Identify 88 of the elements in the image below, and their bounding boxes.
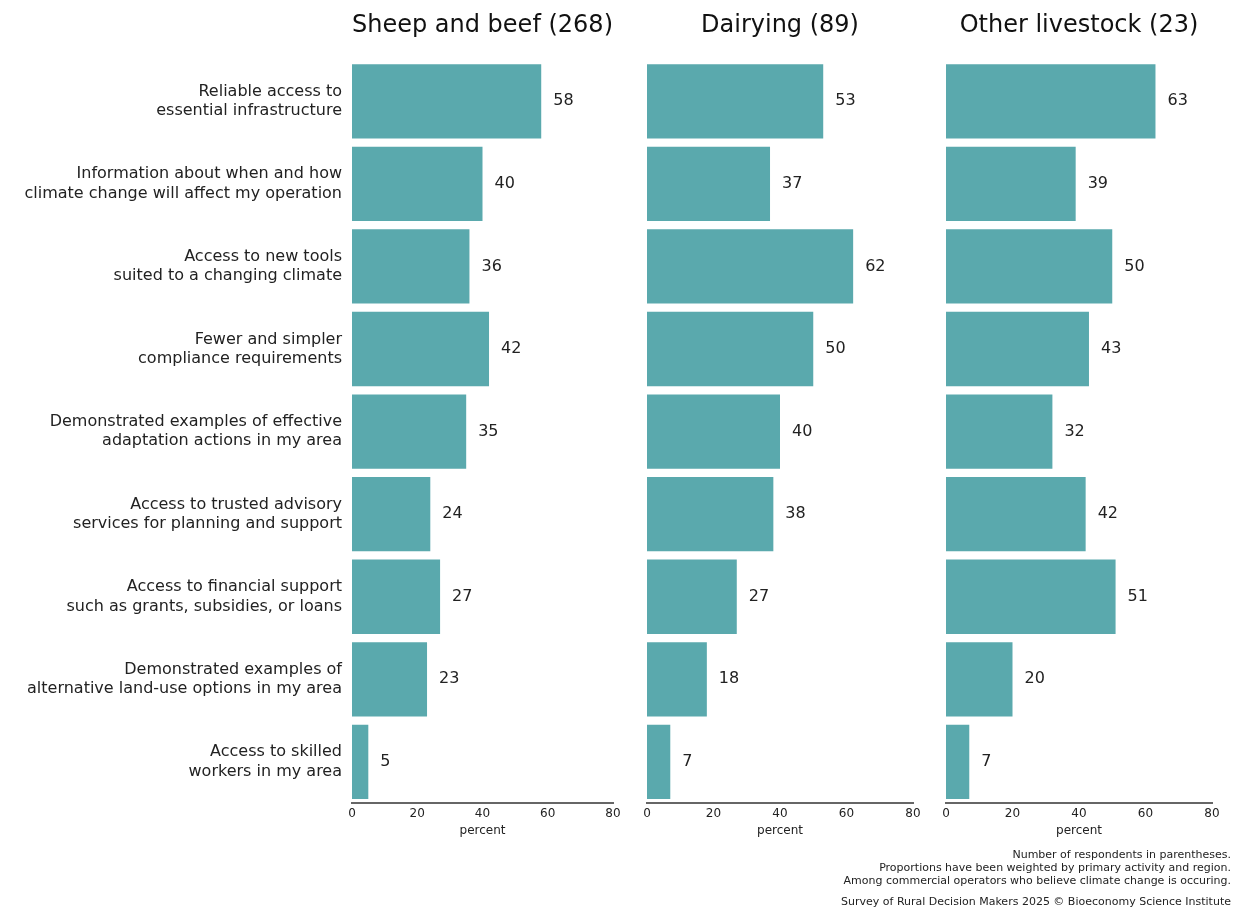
y-tick-label: Information about when and how climate change will affect my operation bbox=[24, 163, 342, 202]
x-axis-title: percent bbox=[459, 822, 506, 837]
bar bbox=[946, 724, 970, 800]
bar bbox=[946, 642, 1013, 717]
bar bbox=[647, 394, 780, 469]
bar bbox=[352, 311, 490, 387]
data-label: 43 bbox=[1100, 338, 1122, 358]
bar bbox=[352, 559, 441, 634]
data-label: 37 bbox=[782, 173, 803, 193]
x-tick-label: 20 bbox=[705, 805, 722, 820]
bar bbox=[352, 477, 431, 552]
data-label: 42 bbox=[1097, 503, 1119, 523]
y-tick-label: Access to new tools suited to a changing climate bbox=[113, 246, 342, 285]
y-tick-label: Access to trusted advisory services for planning and support bbox=[73, 493, 342, 532]
x-tick-label: 20 bbox=[409, 805, 425, 820]
data-label: 27 bbox=[748, 585, 770, 605]
data-label: 39 bbox=[1087, 173, 1109, 193]
bar bbox=[647, 724, 671, 800]
bar bbox=[946, 477, 1086, 552]
bar bbox=[946, 229, 1113, 304]
data-label: 24 bbox=[442, 503, 463, 523]
data-label: 40 bbox=[494, 173, 515, 193]
data-label: 42 bbox=[501, 338, 522, 358]
bar bbox=[647, 477, 774, 552]
bar bbox=[647, 559, 737, 634]
x-tick-label: 40 bbox=[1071, 805, 1087, 820]
data-label: 20 bbox=[1024, 668, 1045, 688]
text: Proportions have been weighted by primary activity and region. bbox=[878, 861, 1231, 874]
data-label: 36 bbox=[481, 255, 502, 275]
text: Number of respondents in parentheses. bbox=[1011, 848, 1231, 861]
data-label: 40 bbox=[792, 420, 813, 440]
data-label: 51 bbox=[1127, 585, 1148, 605]
text: Survey of Rural Decision Makers 2025 © Bioeconomy Science Institute bbox=[840, 895, 1231, 908]
data-label: 63 bbox=[1167, 90, 1188, 110]
bar bbox=[647, 642, 707, 717]
bar bbox=[352, 642, 428, 717]
data-label: 27 bbox=[452, 585, 473, 605]
x-axis-title: percent bbox=[757, 822, 804, 837]
chart-title: Dairying (89) bbox=[701, 10, 859, 39]
x-tick-label: 0 bbox=[348, 805, 356, 820]
y-tick-label: Demonstrated examples of alternative land-use options in my area bbox=[27, 658, 343, 698]
x-tick-label: 80 bbox=[905, 805, 921, 820]
bar bbox=[946, 559, 1116, 634]
bar bbox=[647, 229, 854, 304]
bar bbox=[946, 64, 1156, 139]
y-tick-label: Reliable access to essential infrastructure bbox=[156, 80, 342, 120]
x-tick-label: 40 bbox=[772, 805, 788, 820]
data-label: 38 bbox=[785, 503, 806, 523]
data-label: 62 bbox=[865, 255, 886, 275]
bar bbox=[352, 146, 483, 222]
x-tick-label: 80 bbox=[1204, 805, 1220, 820]
bar bbox=[352, 229, 470, 304]
y-tick-label: Fewer and simpler compliance requirements bbox=[138, 328, 343, 367]
data-label: 50 bbox=[825, 338, 846, 358]
x-tick-label: 60 bbox=[540, 805, 556, 820]
data-label: 32 bbox=[1064, 420, 1085, 440]
data-label: 35 bbox=[478, 420, 499, 440]
y-tick-label: Access to skilled workers in my area bbox=[188, 741, 342, 780]
bar bbox=[352, 394, 467, 469]
x-tick-label: 20 bbox=[1004, 805, 1021, 820]
data-label: 7 bbox=[981, 751, 992, 771]
x-tick-label: 60 bbox=[838, 805, 855, 820]
text: Among commercial operators who believe climate change is occuring. bbox=[842, 874, 1231, 887]
x-axis-title: percent bbox=[1056, 822, 1103, 837]
bar bbox=[647, 311, 814, 387]
data-label: 7 bbox=[682, 751, 693, 771]
bar bbox=[946, 146, 1076, 222]
chart-title: Other livestock (23) bbox=[959, 10, 1199, 39]
x-tick-label: 60 bbox=[1137, 805, 1154, 820]
chart-title: Sheep and beef (268) bbox=[352, 10, 613, 39]
bar bbox=[352, 64, 542, 139]
bar bbox=[352, 724, 369, 800]
bar bbox=[946, 311, 1089, 387]
data-label: 18 bbox=[718, 668, 740, 688]
x-tick-label: 40 bbox=[474, 805, 491, 820]
bar bbox=[946, 394, 1053, 469]
y-tick-label: Demonstrated examples of effective adaptation actions in my area bbox=[49, 411, 342, 450]
x-tick-label: 80 bbox=[605, 805, 621, 820]
bar bbox=[647, 64, 824, 139]
data-label: 50 bbox=[1124, 255, 1145, 275]
data-label: 53 bbox=[835, 90, 856, 110]
x-tick-label: 0 bbox=[942, 805, 950, 820]
y-tick-label: Access to financial support such as grants, subsidies, or loans bbox=[66, 576, 342, 615]
data-label: 58 bbox=[553, 90, 574, 110]
data-label: 5 bbox=[380, 751, 391, 771]
bar bbox=[647, 146, 771, 222]
data-label: 23 bbox=[439, 668, 460, 688]
x-tick-label: 0 bbox=[643, 805, 651, 820]
